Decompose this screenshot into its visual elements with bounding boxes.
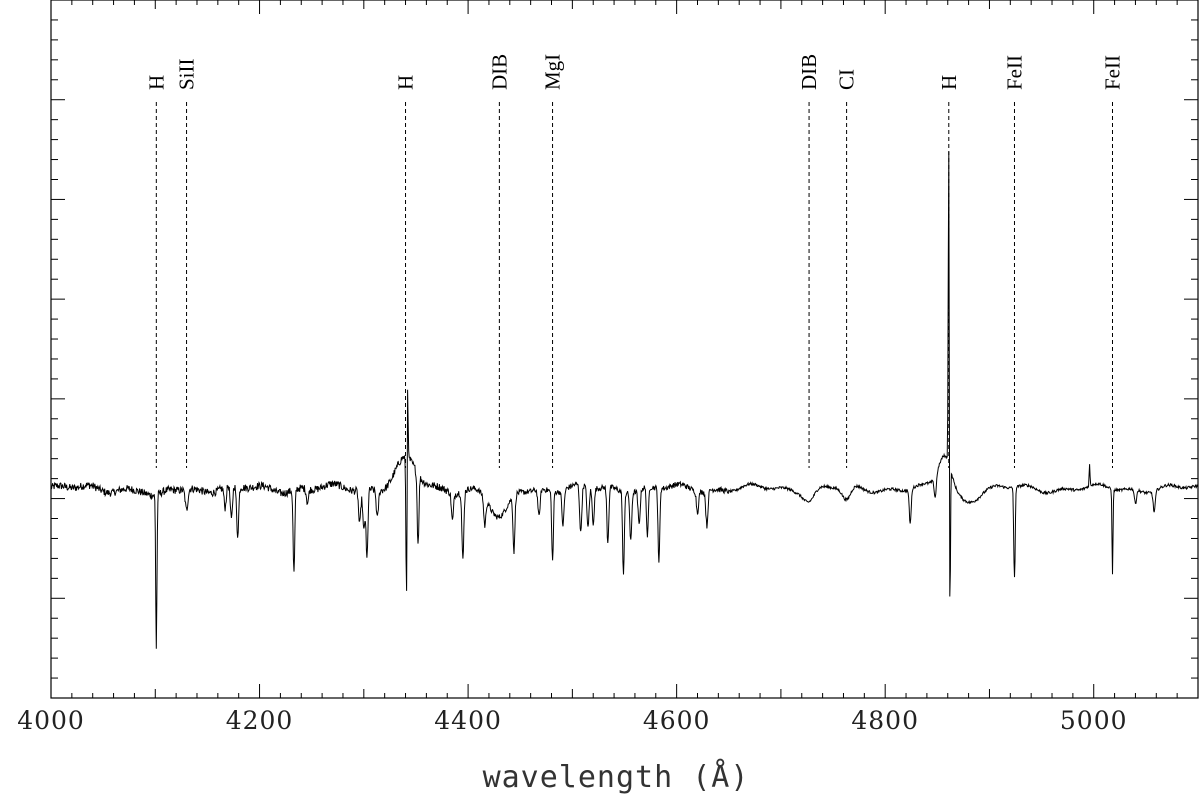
- line-marker-label: DIB: [797, 54, 821, 90]
- line-marker-label: FeII: [1100, 55, 1124, 90]
- line-marker-label: H: [394, 75, 418, 90]
- x-tick-label: 4800: [851, 706, 919, 735]
- line-marker-label: MgI: [541, 54, 565, 90]
- x-tick-labels: 4000 4200 4400 4600 4800 5000: [17, 706, 1128, 735]
- line-marker-label: H: [144, 75, 168, 90]
- x-tick-label: 4000: [17, 706, 85, 735]
- x-tick-label: 4400: [434, 706, 502, 735]
- x-tick-label: 5000: [1060, 706, 1128, 735]
- line-marker-label: CI: [835, 69, 859, 90]
- plot-frame: [50, 0, 1199, 699]
- line-marker-label: DIB: [487, 54, 511, 90]
- x-tick-label: 4200: [226, 706, 294, 735]
- line-marker-label: H: [937, 75, 961, 90]
- spectrum-line: [50, 151, 1199, 649]
- line-marker-label: SiII: [175, 58, 199, 90]
- plot-border: [50, 0, 1199, 699]
- axis-ticks: [50, 0, 1199, 699]
- line-markers: H SiII H DIB MgI DIB CI H FeII FeII: [144, 54, 1124, 468]
- spectrum-series: [50, 151, 1199, 649]
- x-tick-label: 4600: [643, 706, 711, 735]
- x-axis-label: wavelength (Å): [483, 759, 750, 795]
- line-marker-label: FeII: [1002, 55, 1026, 90]
